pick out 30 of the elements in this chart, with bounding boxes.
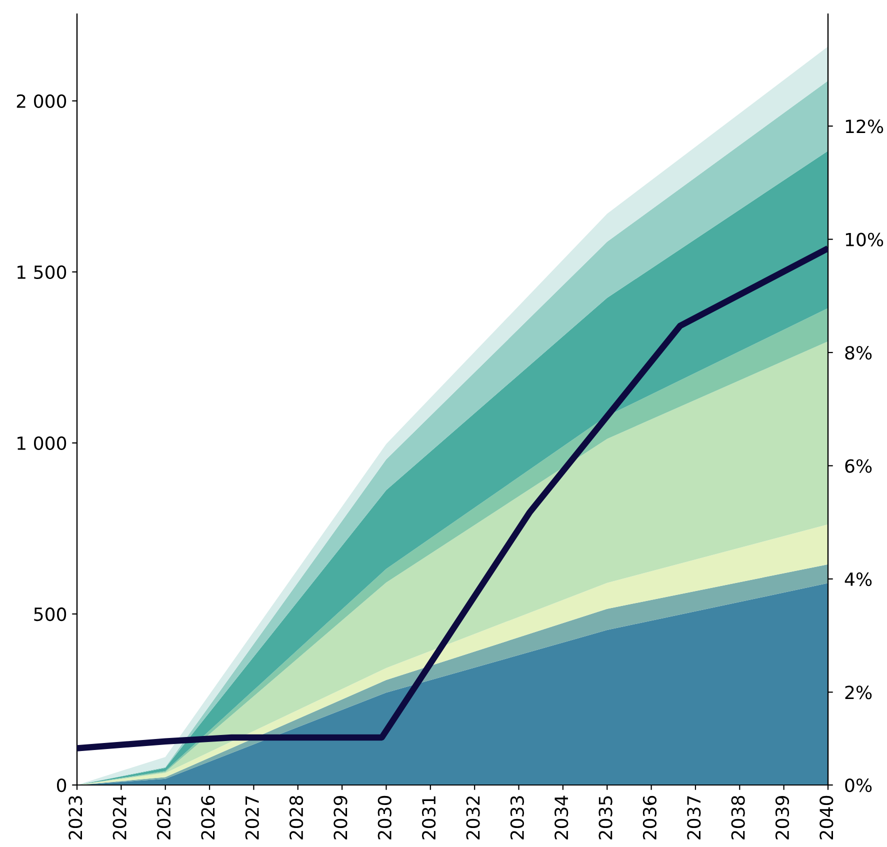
x-tick-label: 2034 xyxy=(554,796,568,840)
x-tick-label: 2029 xyxy=(334,796,348,840)
x-tick-label: 2037 xyxy=(687,796,701,840)
x-tick-label: 2036 xyxy=(642,796,657,840)
x-tick-label: 2035 xyxy=(598,796,612,840)
y2-tick-label: 12% xyxy=(846,120,884,134)
y2-tick-label: 4% xyxy=(844,572,872,586)
y-tick-label: 500 xyxy=(34,607,66,622)
y-tick-label: 1 000 xyxy=(18,436,66,450)
x-tick-label: 2023 xyxy=(68,796,82,840)
y-tick-label: 0 xyxy=(56,778,66,792)
x-tick-label: 2026 xyxy=(201,796,215,840)
x-tick-label: 2024 xyxy=(112,796,126,840)
x-tick-label: 2031 xyxy=(422,796,436,840)
y-tick-label: 2 000 xyxy=(16,94,66,108)
x-tick-label: 2039 xyxy=(775,796,790,840)
x-tick-label: 2032 xyxy=(466,796,480,840)
y2-tick-label: 0% xyxy=(845,778,872,792)
y2-tick-label: 10% xyxy=(846,232,884,246)
x-tick-label: 2028 xyxy=(289,796,304,840)
y2-tick-label: 6% xyxy=(845,459,872,473)
y-tick-label: 1 500 xyxy=(18,265,66,280)
x-tick-label: 2027 xyxy=(245,796,259,840)
y2-tick-label: 2% xyxy=(845,686,872,700)
x-tick-label: 2025 xyxy=(156,796,171,840)
y2-tick-label: 8% xyxy=(845,346,872,360)
x-tick-label: 2038 xyxy=(731,796,745,840)
x-tick-label: 2033 xyxy=(510,796,524,840)
x-tick-label: 2030 xyxy=(378,796,392,840)
x-tick-label: 2040 xyxy=(820,796,834,840)
